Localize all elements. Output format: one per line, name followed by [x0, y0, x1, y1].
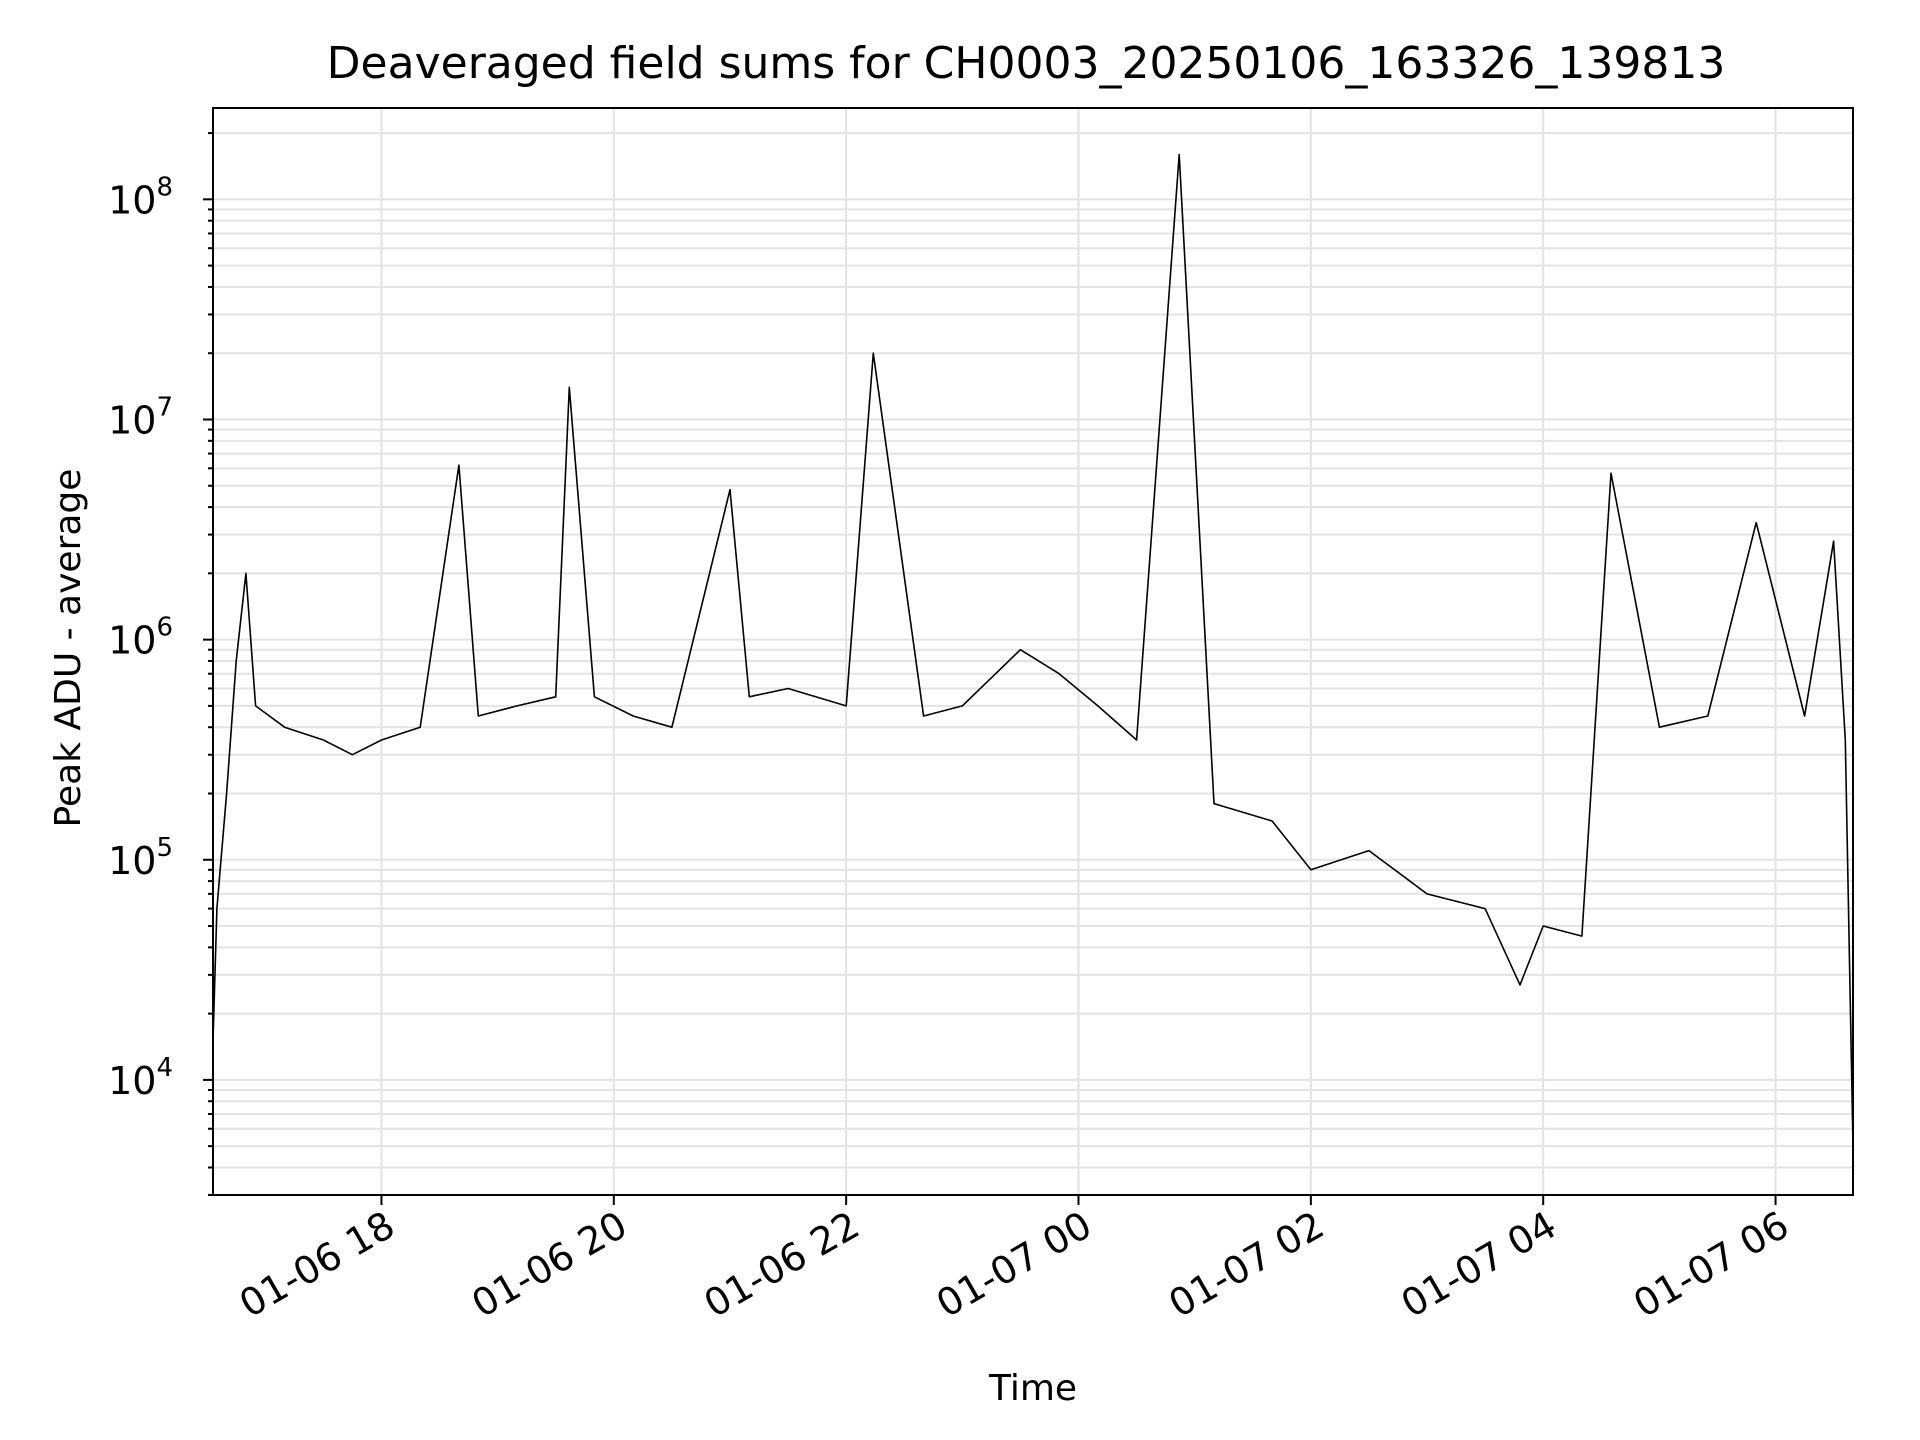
plot-frame — [212, 107, 1854, 1196]
y-tick-exponent: 7 — [156, 392, 173, 422]
y-tick-base: 10 — [108, 1059, 156, 1103]
y-tick-exponent: 4 — [156, 1053, 173, 1083]
y-tick-base: 10 — [108, 398, 156, 442]
y-tick-label: 108 — [108, 172, 173, 222]
y-axis-label: Peak ADU - average — [48, 469, 89, 828]
y-tick-base: 10 — [108, 178, 156, 222]
y-tick-base: 10 — [108, 839, 156, 883]
series-line-0 — [212, 153, 1854, 1147]
x-tick-marks — [380, 1195, 1777, 1205]
y-tick-label: 107 — [108, 392, 173, 442]
y-tick-exponent: 8 — [156, 172, 173, 202]
y-tick-base: 10 — [108, 619, 156, 663]
grid-lines — [213, 108, 1853, 1196]
y-tick-label: 104 — [108, 1053, 173, 1103]
y-tick-label: 106 — [108, 613, 173, 663]
y-tick-label: 105 — [108, 833, 173, 883]
series-group — [212, 153, 1854, 1147]
chart-title: Deaveraged field sums for CH0003_2025010… — [327, 38, 1726, 89]
y-tick-exponent: 5 — [156, 833, 173, 863]
x-axis-label: Time — [988, 1368, 1077, 1409]
y-tick-exponent: 6 — [156, 613, 173, 643]
